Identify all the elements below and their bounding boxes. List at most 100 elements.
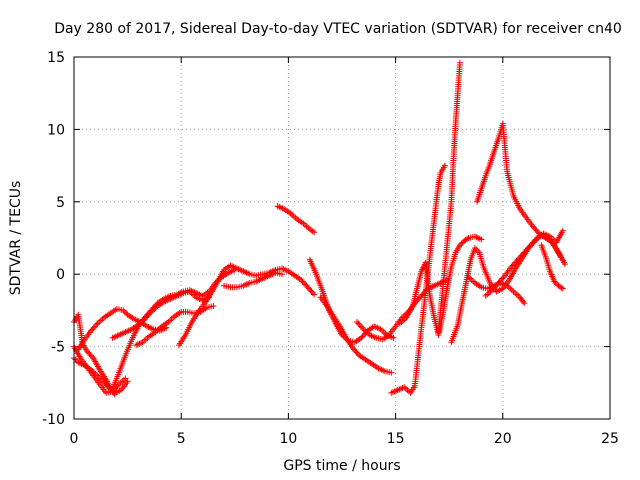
data-point: [390, 334, 397, 341]
data-point: [531, 224, 538, 231]
data-point: [456, 59, 463, 66]
data-point: [500, 274, 507, 281]
data-point: [358, 334, 365, 341]
data-point: [351, 346, 358, 353]
data-point: [525, 245, 532, 252]
data-point: [311, 291, 318, 298]
data-point: [123, 310, 130, 317]
x-tick-label: 0: [70, 431, 79, 447]
data-point: [490, 285, 497, 292]
data-point: [83, 347, 90, 354]
data-point: [307, 287, 314, 294]
data-point: [559, 227, 566, 234]
data-point: [509, 262, 516, 269]
data-point: [489, 287, 496, 294]
data-point: [141, 316, 148, 323]
data-point: [91, 369, 98, 376]
data-point: [522, 248, 529, 255]
data-point: [121, 308, 128, 315]
data-point: [298, 276, 305, 283]
data-point: [124, 378, 131, 385]
y-tick-labels: -10 -5 0 5 10 15: [42, 50, 65, 428]
y-tick-label: 10: [47, 122, 65, 138]
data-point: [87, 352, 94, 359]
data-point: [516, 255, 523, 262]
data-point: [519, 250, 526, 257]
series-arc-21: [538, 242, 566, 292]
data-point: [528, 240, 535, 247]
data-point: [558, 284, 565, 291]
data-point: [456, 242, 463, 249]
data-point: [359, 333, 366, 340]
data-point: [458, 240, 465, 247]
data-point: [143, 314, 150, 321]
data-point: [464, 235, 471, 242]
data-point: [357, 323, 364, 330]
data-point: [303, 282, 310, 289]
data-point: [356, 321, 363, 328]
data-point: [89, 353, 96, 360]
chart-title: Day 280 of 2017, Sidereal Day-to-day VTE…: [54, 21, 622, 37]
data-point: [508, 263, 515, 270]
data-point: [532, 236, 539, 243]
data-point: [88, 366, 95, 373]
y-tick-label: -10: [42, 412, 65, 428]
data-point: [92, 323, 99, 330]
x-tick-label: 10: [279, 431, 297, 447]
y-tick-label: 0: [56, 267, 65, 283]
data-point: [355, 320, 362, 327]
data-point: [309, 290, 316, 297]
data-point: [552, 279, 559, 286]
data-point: [517, 253, 524, 260]
series-arc-12: [317, 294, 395, 376]
data-point: [353, 349, 360, 356]
data-point: [551, 278, 558, 285]
data-point: [300, 279, 307, 286]
data-point: [278, 271, 285, 278]
data-point: [491, 284, 498, 291]
data-point: [471, 245, 478, 252]
data-point: [299, 278, 306, 285]
data-point: [520, 298, 527, 305]
data-point: [518, 252, 525, 259]
x-tick-labels: 0 5 10 15 20 25: [70, 431, 619, 447]
data-point: [120, 307, 127, 314]
data-point: [309, 228, 316, 235]
data-point: [311, 229, 318, 236]
data-point: [359, 324, 366, 331]
data-point: [498, 276, 505, 283]
data-point: [93, 321, 100, 328]
data-point: [89, 326, 96, 333]
data-point: [561, 261, 568, 268]
data-point: [305, 285, 312, 292]
data-points: [71, 59, 568, 398]
data-point: [419, 291, 426, 298]
data-point: [304, 284, 311, 291]
data-point: [73, 358, 80, 365]
data-point: [360, 332, 367, 339]
data-point: [111, 391, 118, 398]
data-point: [514, 256, 521, 263]
data-point: [90, 324, 97, 331]
data-point: [473, 246, 480, 253]
plot-frame: [73, 56, 611, 420]
data-point: [559, 285, 566, 292]
x-tick-label: 25: [601, 431, 619, 447]
data-point: [354, 350, 361, 357]
x-axis-title: GPS time / hours: [283, 458, 400, 474]
data-point: [521, 300, 528, 307]
data-point: [494, 281, 501, 288]
data-point: [145, 311, 152, 318]
data-point: [441, 162, 448, 169]
data-point: [510, 261, 517, 268]
data-point: [474, 248, 481, 255]
series-arc-8: [176, 262, 318, 349]
series-arc-14: [388, 162, 448, 396]
x-tick-label: 5: [177, 431, 186, 447]
y-tick-label: 5: [56, 195, 65, 211]
data-point: [210, 303, 217, 310]
series-arc-10: [274, 203, 318, 236]
data-point: [114, 382, 121, 389]
data-point: [513, 258, 520, 265]
